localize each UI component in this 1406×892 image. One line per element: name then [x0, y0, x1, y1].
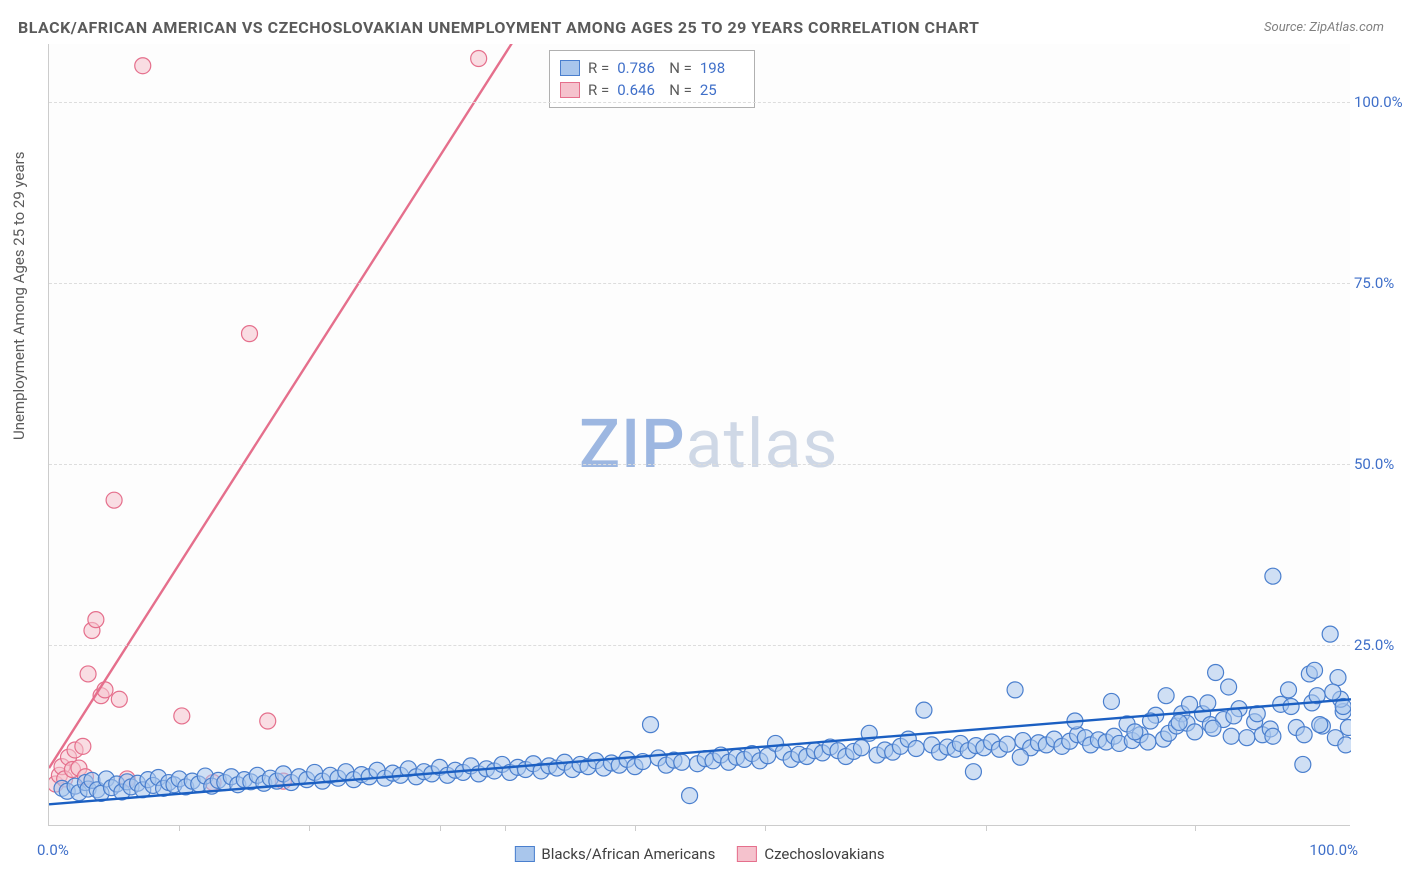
- data-point: [1012, 749, 1028, 765]
- series-legend: Blacks/African Americans Czechoslovakian…: [514, 845, 884, 863]
- swatch-series-b: [560, 82, 580, 98]
- data-point: [1322, 626, 1338, 642]
- data-point: [1103, 693, 1119, 709]
- data-point: [916, 702, 932, 718]
- y-tick-label: 25.0%: [1354, 636, 1394, 654]
- legend-item-a: Blacks/African Americans: [514, 845, 715, 863]
- data-point: [174, 708, 190, 724]
- data-point: [1281, 682, 1297, 698]
- x-axis-min-label: 0.0%: [37, 841, 69, 859]
- trend-line: [49, 699, 1351, 804]
- x-tick: [309, 825, 310, 831]
- x-tick: [179, 825, 180, 831]
- gridline: [49, 645, 1350, 646]
- data-point: [88, 612, 104, 628]
- swatch-bottom-a: [514, 846, 534, 862]
- gridline: [49, 283, 1350, 284]
- data-point: [1307, 662, 1323, 678]
- legend-item-b: Czechoslovakians: [737, 845, 884, 863]
- data-point: [1295, 756, 1311, 772]
- legend-label-a: Blacks/African Americans: [541, 845, 715, 863]
- trend-line: [49, 44, 544, 768]
- data-point: [1140, 734, 1156, 750]
- data-point: [1221, 679, 1237, 695]
- data-point: [1182, 696, 1198, 712]
- y-tick-label: 75.0%: [1354, 274, 1394, 292]
- data-point: [1338, 737, 1351, 753]
- r-value-b: 0.646: [617, 81, 661, 99]
- data-point: [80, 666, 96, 682]
- n-value-a: 198: [700, 59, 744, 77]
- data-point: [260, 713, 276, 729]
- correlation-legend: R = 0.786 N = 198 R = 0.646 N = 25: [549, 50, 755, 108]
- data-point: [965, 764, 981, 780]
- x-tick: [440, 825, 441, 831]
- data-point: [1283, 699, 1299, 715]
- y-tick-label: 100.0%: [1354, 93, 1403, 111]
- r-label: R =: [588, 81, 609, 99]
- chart-title: BLACK/AFRICAN AMERICAN VS CZECHOSLOVAKIA…: [18, 18, 979, 37]
- x-tick: [635, 825, 636, 831]
- data-point: [1127, 724, 1143, 740]
- chart-svg: [49, 44, 1351, 826]
- data-point: [1158, 688, 1174, 704]
- data-point: [242, 326, 258, 342]
- y-axis-label: Unemployment Among Ages 25 to 29 years: [10, 152, 28, 440]
- x-tick: [765, 825, 766, 831]
- data-point: [1265, 728, 1281, 744]
- y-tick-label: 50.0%: [1354, 455, 1394, 473]
- swatch-series-a: [560, 60, 580, 76]
- legend-row-series-a: R = 0.786 N = 198: [560, 57, 744, 79]
- data-point: [682, 788, 698, 804]
- data-point: [471, 50, 487, 66]
- data-point: [135, 58, 151, 74]
- gridline: [49, 464, 1350, 465]
- data-point: [1208, 664, 1224, 680]
- data-point: [999, 736, 1015, 752]
- data-point: [1239, 730, 1255, 746]
- data-point: [853, 740, 869, 756]
- data-point: [1200, 695, 1216, 711]
- data-point: [106, 492, 122, 508]
- r-label: R =: [588, 59, 609, 77]
- data-point: [643, 717, 659, 733]
- n-label: N =: [669, 81, 692, 99]
- n-label: N =: [669, 59, 692, 77]
- x-tick: [1195, 825, 1196, 831]
- gridline: [49, 102, 1350, 103]
- data-point: [1007, 682, 1023, 698]
- data-point: [674, 754, 690, 770]
- swatch-bottom-b: [737, 846, 757, 862]
- n-value-b: 25: [700, 81, 734, 99]
- data-point: [1223, 728, 1239, 744]
- data-point: [1187, 724, 1203, 740]
- data-point: [111, 691, 127, 707]
- data-point: [908, 741, 924, 757]
- scatter-plot: ZIPatlas R = 0.786 N = 198 R = 0.646 N =…: [48, 44, 1350, 826]
- data-point: [1265, 568, 1281, 584]
- legend-row-series-b: R = 0.646 N = 25: [560, 79, 744, 101]
- source-attribution: Source: ZipAtlas.com: [1264, 20, 1384, 35]
- data-point: [75, 738, 91, 754]
- legend-label-b: Czechoslovakians: [764, 845, 884, 863]
- x-axis-max-label: 100.0%: [1309, 841, 1358, 859]
- x-tick: [986, 825, 987, 831]
- r-value-a: 0.786: [617, 59, 661, 77]
- data-point: [1205, 720, 1221, 736]
- data-point: [1171, 714, 1187, 730]
- data-point: [1325, 684, 1341, 700]
- data-point: [1312, 717, 1328, 733]
- data-point: [1330, 670, 1346, 686]
- x-tick: [505, 825, 506, 831]
- data-point: [1296, 727, 1312, 743]
